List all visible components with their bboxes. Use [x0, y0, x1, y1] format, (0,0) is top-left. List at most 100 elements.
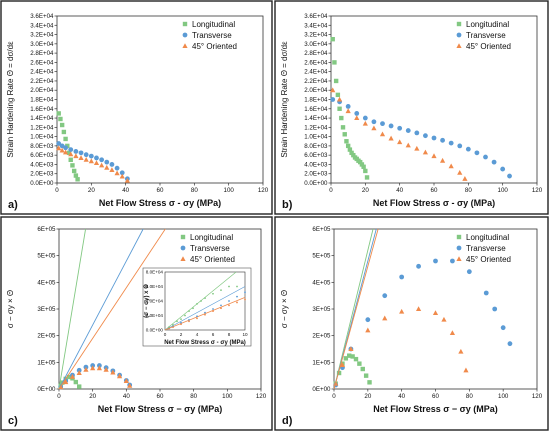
- series-0: [330, 36, 370, 180]
- data-point: [357, 159, 363, 165]
- inset-data-point: [200, 300, 202, 302]
- data-point: [507, 341, 513, 347]
- data-point: [363, 168, 368, 174]
- data-point: [337, 106, 342, 111]
- inset-data-point: [176, 320, 178, 323]
- inset-x-label: Net Flow Stress σ - σy (MPa): [164, 340, 246, 346]
- legend-marker: [182, 32, 188, 38]
- legend-marker: [456, 43, 462, 48]
- x-tick-label: 0: [57, 393, 61, 400]
- data-point: [59, 147, 65, 153]
- data-point: [103, 367, 109, 372]
- inset-data-point: [188, 320, 190, 323]
- y-tick-label: 1.4E+04: [30, 115, 54, 122]
- fit-line: [58, 228, 144, 390]
- inset-data-point: [204, 297, 206, 299]
- data-point: [99, 162, 105, 168]
- legend-marker: [456, 256, 462, 261]
- data-point: [88, 153, 94, 159]
- x-tick-label: 40: [398, 393, 405, 400]
- data-point: [449, 330, 456, 335]
- inset-y-tick-label: 8.0E+04: [146, 270, 164, 275]
- y-tick-label: 2E+05: [312, 333, 331, 340]
- panel-0: 0 20 40 60 80 100 120 0.0E+00 2.0E+03 4.0E+03 6.0E…: [0, 0, 273, 215]
- data-point: [61, 129, 67, 135]
- data-point: [354, 115, 360, 121]
- data-point: [56, 141, 62, 146]
- data-point: [109, 167, 115, 173]
- data-point: [76, 370, 82, 375]
- inset-data-point: [212, 310, 214, 313]
- data-point: [73, 379, 79, 385]
- data-point: [109, 162, 115, 167]
- y-tick-label: 6E+05: [312, 226, 331, 233]
- data-point: [348, 346, 354, 351]
- inset-data-point: [228, 300, 230, 302]
- data-point: [362, 115, 368, 121]
- panel-frame: [274, 216, 549, 431]
- data-point: [119, 173, 125, 179]
- data-point: [354, 111, 360, 116]
- fit-line: [58, 228, 166, 390]
- data-point: [379, 131, 386, 137]
- data-point: [500, 166, 506, 172]
- data-point: [336, 370, 342, 376]
- inset-data-point: [172, 326, 174, 328]
- y-tick-label: 1.6E+04: [30, 106, 54, 113]
- y-tick-label: 2.2E+04: [30, 78, 54, 85]
- legend-label: Longitudinal: [466, 233, 509, 242]
- data-point: [388, 123, 394, 129]
- y-tick-label: 5E+05: [37, 253, 56, 260]
- legend-label: Transverse: [466, 244, 506, 253]
- y-tick-label: 1.8E+04: [30, 97, 54, 104]
- data-point: [500, 325, 506, 331]
- legend-label: Longitudinal: [190, 233, 233, 242]
- data-point: [330, 36, 335, 42]
- data-point: [492, 306, 498, 312]
- y-axis-label: Strain Hardening Rate Θ = dσ/dε: [280, 41, 289, 158]
- data-point: [65, 143, 70, 149]
- data-point: [457, 169, 463, 175]
- data-point: [345, 104, 351, 109]
- data-point: [90, 365, 96, 371]
- y-tick-label: 5E+05: [312, 253, 331, 260]
- legend-label: Longitudinal: [466, 20, 509, 29]
- data-point: [405, 142, 411, 148]
- data-point: [114, 170, 120, 176]
- y-tick-label: 2.8E+04: [30, 50, 54, 57]
- y-tick-label: 1E+05: [312, 359, 331, 366]
- y-axis-label: Strain Hardening Rate Θ = dσ/dε: [6, 41, 15, 158]
- inset-y-tick-label: 6.0E+04: [146, 284, 164, 289]
- y-axis-label: σ − σy × Θ: [280, 290, 289, 328]
- legend-marker: [456, 234, 462, 240]
- data-point: [83, 152, 89, 158]
- inset-data-point: [236, 295, 238, 298]
- data-point: [441, 316, 447, 322]
- data-point: [483, 290, 489, 296]
- data-point: [365, 317, 371, 323]
- data-point: [364, 175, 370, 180]
- data-point: [78, 150, 84, 156]
- panel-label: a): [8, 199, 18, 211]
- legend-label: 45° Oriented: [466, 42, 511, 51]
- inset: 0 2 4 6 8 10 0.0E+00 2.0E+04 4.0E+04 6.0E+04 8.0E+…: [142, 267, 252, 347]
- series-0: [56, 111, 80, 182]
- inset-data-point: [236, 285, 238, 288]
- data-point: [349, 150, 354, 156]
- data-point: [124, 177, 130, 183]
- data-point: [83, 157, 89, 162]
- y-tick-label: 0E+00: [312, 386, 331, 393]
- inset-data-point: [236, 301, 238, 304]
- data-point: [415, 306, 422, 311]
- inset-data-point: [180, 323, 182, 326]
- y-tick-label: 2.0E+04: [304, 87, 328, 94]
- x-tick-label: 40: [123, 393, 130, 400]
- data-point: [458, 348, 464, 354]
- data-point: [68, 151, 74, 157]
- data-point: [432, 310, 439, 315]
- data-point: [371, 125, 377, 131]
- y-tick-label: 2.2E+04: [304, 78, 328, 85]
- inset-data-point: [184, 314, 186, 317]
- y-tick-label: 0.0E+00: [304, 180, 328, 187]
